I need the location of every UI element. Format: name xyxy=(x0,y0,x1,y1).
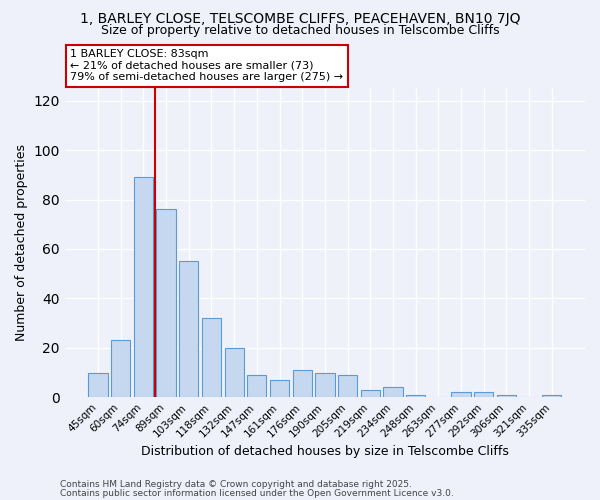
Bar xyxy=(111,340,130,397)
Bar xyxy=(293,370,312,397)
X-axis label: Distribution of detached houses by size in Telscombe Cliffs: Distribution of detached houses by size … xyxy=(141,444,509,458)
Bar xyxy=(361,390,380,397)
Bar xyxy=(224,348,244,397)
Text: Contains public sector information licensed under the Open Government Licence v3: Contains public sector information licen… xyxy=(60,488,454,498)
Y-axis label: Number of detached properties: Number of detached properties xyxy=(15,144,28,342)
Bar xyxy=(315,372,335,397)
Bar xyxy=(157,210,176,397)
Bar xyxy=(542,395,562,397)
Bar xyxy=(88,372,108,397)
Text: 1, BARLEY CLOSE, TELSCOMBE CLIFFS, PEACEHAVEN, BN10 7JQ: 1, BARLEY CLOSE, TELSCOMBE CLIFFS, PEACE… xyxy=(80,12,520,26)
Bar xyxy=(474,392,493,397)
Bar xyxy=(202,318,221,397)
Text: Contains HM Land Registry data © Crown copyright and database right 2025.: Contains HM Land Registry data © Crown c… xyxy=(60,480,412,489)
Bar xyxy=(338,375,357,397)
Bar xyxy=(406,395,425,397)
Text: Size of property relative to detached houses in Telscombe Cliffs: Size of property relative to detached ho… xyxy=(101,24,499,37)
Bar xyxy=(247,375,266,397)
Bar xyxy=(497,395,516,397)
Bar xyxy=(451,392,470,397)
Text: 1 BARLEY CLOSE: 83sqm
← 21% of detached houses are smaller (73)
79% of semi-deta: 1 BARLEY CLOSE: 83sqm ← 21% of detached … xyxy=(70,49,343,82)
Bar xyxy=(134,178,153,397)
Bar xyxy=(179,262,199,397)
Bar xyxy=(270,380,289,397)
Bar xyxy=(383,388,403,397)
